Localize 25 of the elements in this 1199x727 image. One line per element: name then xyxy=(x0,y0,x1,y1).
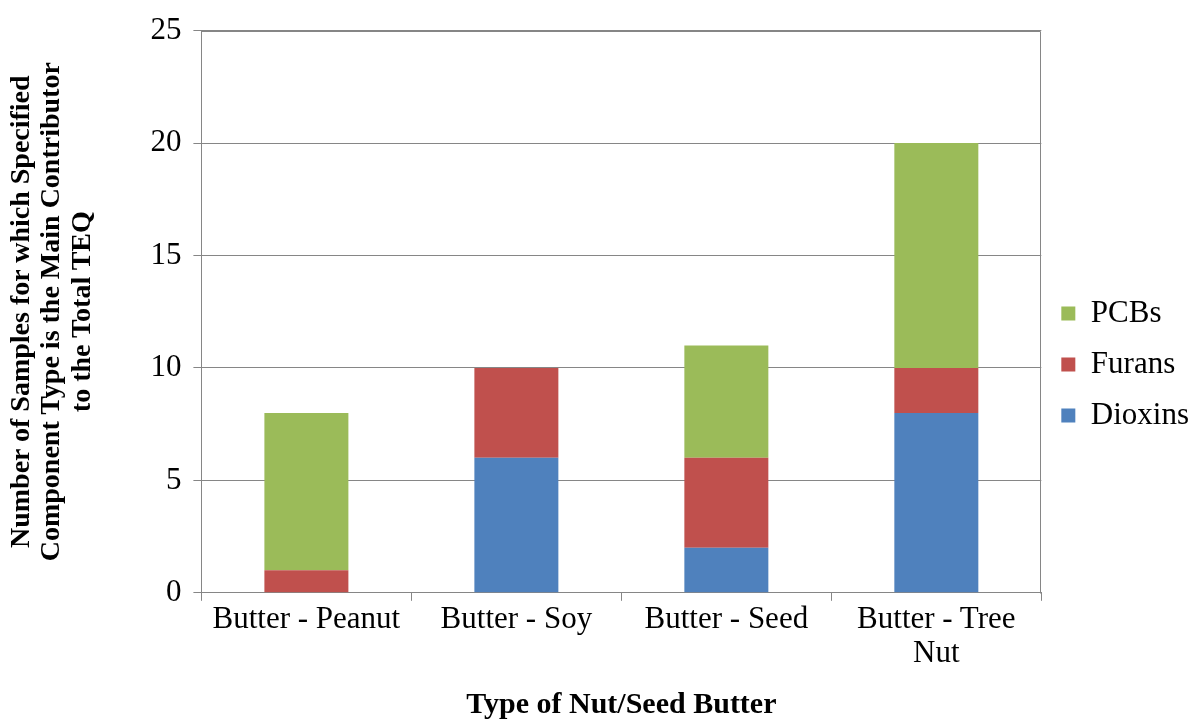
bar xyxy=(474,457,559,593)
legend-label: Dioxins xyxy=(1090,395,1190,431)
legend-label: Furans xyxy=(1090,344,1176,380)
bar xyxy=(684,345,769,458)
x-tick-label: Butter - Tree Nut xyxy=(857,599,1016,670)
bar xyxy=(894,412,979,593)
y-tick-label: 25 xyxy=(150,10,182,46)
y-tick-label: 15 xyxy=(150,235,182,271)
bar xyxy=(684,547,769,593)
bar xyxy=(264,570,349,593)
bar xyxy=(474,367,559,458)
x-tick-label: Butter - Soy xyxy=(440,599,593,635)
bar xyxy=(264,412,349,571)
bar xyxy=(894,367,979,413)
x-tick-label: Butter - Peanut xyxy=(212,599,401,635)
y-axis-title: Number of Samples for which Specified Component Type is the Main Contributor to the Total TEQ xyxy=(3,62,97,562)
bar xyxy=(894,143,979,368)
y-tick-label: 0 xyxy=(165,572,182,608)
x-tick-label: Butter - Seed xyxy=(644,599,809,635)
y-tick-label: 20 xyxy=(150,123,182,159)
bar xyxy=(684,457,769,548)
legend-label: PCBs xyxy=(1090,293,1162,329)
x-axis-title: Type of Nut/Seed Butter xyxy=(466,685,777,719)
y-tick-label: 10 xyxy=(150,348,182,384)
y-tick-label: 5 xyxy=(165,460,182,496)
